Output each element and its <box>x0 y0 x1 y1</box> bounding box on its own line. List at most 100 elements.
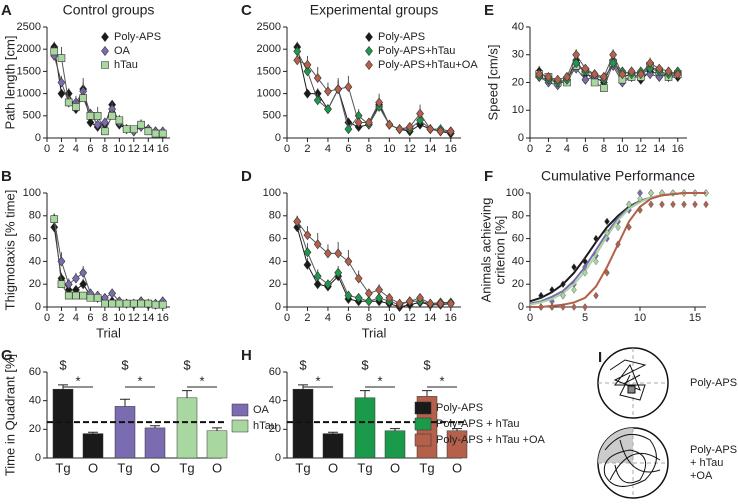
x-tick-label: O <box>88 460 98 475</box>
data-point <box>158 300 167 309</box>
error-bar <box>150 425 160 428</box>
y-axis-label: Path length [cm] <box>2 36 17 130</box>
data-point <box>365 117 373 128</box>
data-point <box>582 303 588 311</box>
data-point <box>130 299 138 308</box>
error-bar <box>390 428 400 431</box>
x-tick-label: 14 <box>424 143 436 155</box>
data-point <box>313 279 322 290</box>
x-axis-label: Trial <box>362 325 387 340</box>
x-tick-label: 12 <box>404 143 416 155</box>
data-point <box>144 127 153 136</box>
y-tick-label: 1500 <box>17 65 41 77</box>
data-point <box>600 71 608 82</box>
panel-label: I <box>598 349 602 366</box>
x-tick-label: 10 <box>383 143 395 155</box>
significance-mark: $ <box>423 357 431 372</box>
panel-label: D <box>241 168 252 185</box>
x-tick-label: 2 <box>304 143 310 155</box>
x-tick-label: 2 <box>58 312 64 324</box>
data-point <box>334 267 343 278</box>
x-tick-label: 12 <box>635 143 647 155</box>
data-point <box>572 49 581 60</box>
error-bar <box>182 390 192 398</box>
legend-label: Poly-APS <box>378 31 425 43</box>
y-axis-label: Animals achieving <box>478 198 493 303</box>
y-axis-label: Time in Quadrant [%] <box>2 354 17 476</box>
data-point <box>64 291 73 300</box>
data-point <box>553 74 562 85</box>
error-bar <box>212 427 222 431</box>
bar <box>322 433 344 459</box>
panel-label: B <box>1 168 12 185</box>
data-point <box>344 256 353 267</box>
data-point <box>571 263 577 271</box>
data-point <box>395 124 404 135</box>
data-point <box>293 55 302 66</box>
data-point <box>646 58 654 69</box>
data-point <box>93 294 102 302</box>
x-tick-label: 15 <box>689 312 701 324</box>
data-point <box>86 117 95 128</box>
data-point <box>64 279 73 290</box>
series-line <box>296 221 451 306</box>
significance-mark: * <box>377 373 382 388</box>
y-tick-label: 1500 <box>257 65 281 77</box>
data-point <box>303 66 312 77</box>
x-tick-label: 14 <box>424 312 436 324</box>
panel-label: A <box>1 2 12 19</box>
x-tick-label: 4 <box>564 143 570 155</box>
data-point <box>593 234 599 243</box>
data-point <box>681 200 687 209</box>
y-tick-label: 2500 <box>257 21 281 33</box>
data-point <box>571 286 577 294</box>
legend-swatch <box>231 403 249 417</box>
x-tick-label: Tg <box>419 460 434 475</box>
error-bar <box>360 390 370 398</box>
legend-marker <box>101 61 109 69</box>
significance-mark: $ <box>183 357 191 372</box>
data-point <box>604 268 610 277</box>
data-point <box>549 303 555 311</box>
x-tick-label: 10 <box>383 312 395 324</box>
bar <box>52 388 74 459</box>
x-tick-label: 2 <box>304 312 310 324</box>
y-tick-label: 0 <box>35 132 41 144</box>
data-point <box>646 63 654 74</box>
data-point <box>354 292 363 303</box>
data-point <box>79 279 88 290</box>
x-tick-label: 8 <box>601 143 607 155</box>
y-tick-label: 40 <box>512 255 524 267</box>
series-line <box>53 46 163 135</box>
data-point <box>151 129 160 138</box>
y-tick-label: 80 <box>512 210 524 222</box>
data-point <box>344 124 353 135</box>
y-tick-label: 1000 <box>257 88 281 100</box>
data-point <box>64 98 73 107</box>
data-point <box>115 116 124 125</box>
data-point <box>538 291 544 300</box>
data-point <box>137 299 145 308</box>
x-tick-label: 8 <box>366 312 372 324</box>
data-point <box>303 259 312 270</box>
legend-swatch <box>414 433 432 447</box>
panel-label: E <box>484 2 494 19</box>
bar <box>114 406 136 459</box>
significance-mark: $ <box>121 357 129 372</box>
data-point <box>703 200 709 209</box>
data-point <box>86 294 95 302</box>
series-line <box>539 61 678 89</box>
data-point <box>664 66 673 77</box>
data-point <box>655 63 664 74</box>
y-tick-label: 60 <box>269 366 281 378</box>
data-point <box>303 59 312 70</box>
y-tick-label: 80 <box>29 210 41 222</box>
y-tick-label: 0 <box>275 132 281 144</box>
data-point <box>581 74 590 85</box>
data-point <box>79 267 88 278</box>
y-tick-label: 2000 <box>257 43 281 55</box>
bar <box>144 427 166 459</box>
x-tick-label: 0 <box>44 143 50 155</box>
data-point <box>590 69 599 80</box>
